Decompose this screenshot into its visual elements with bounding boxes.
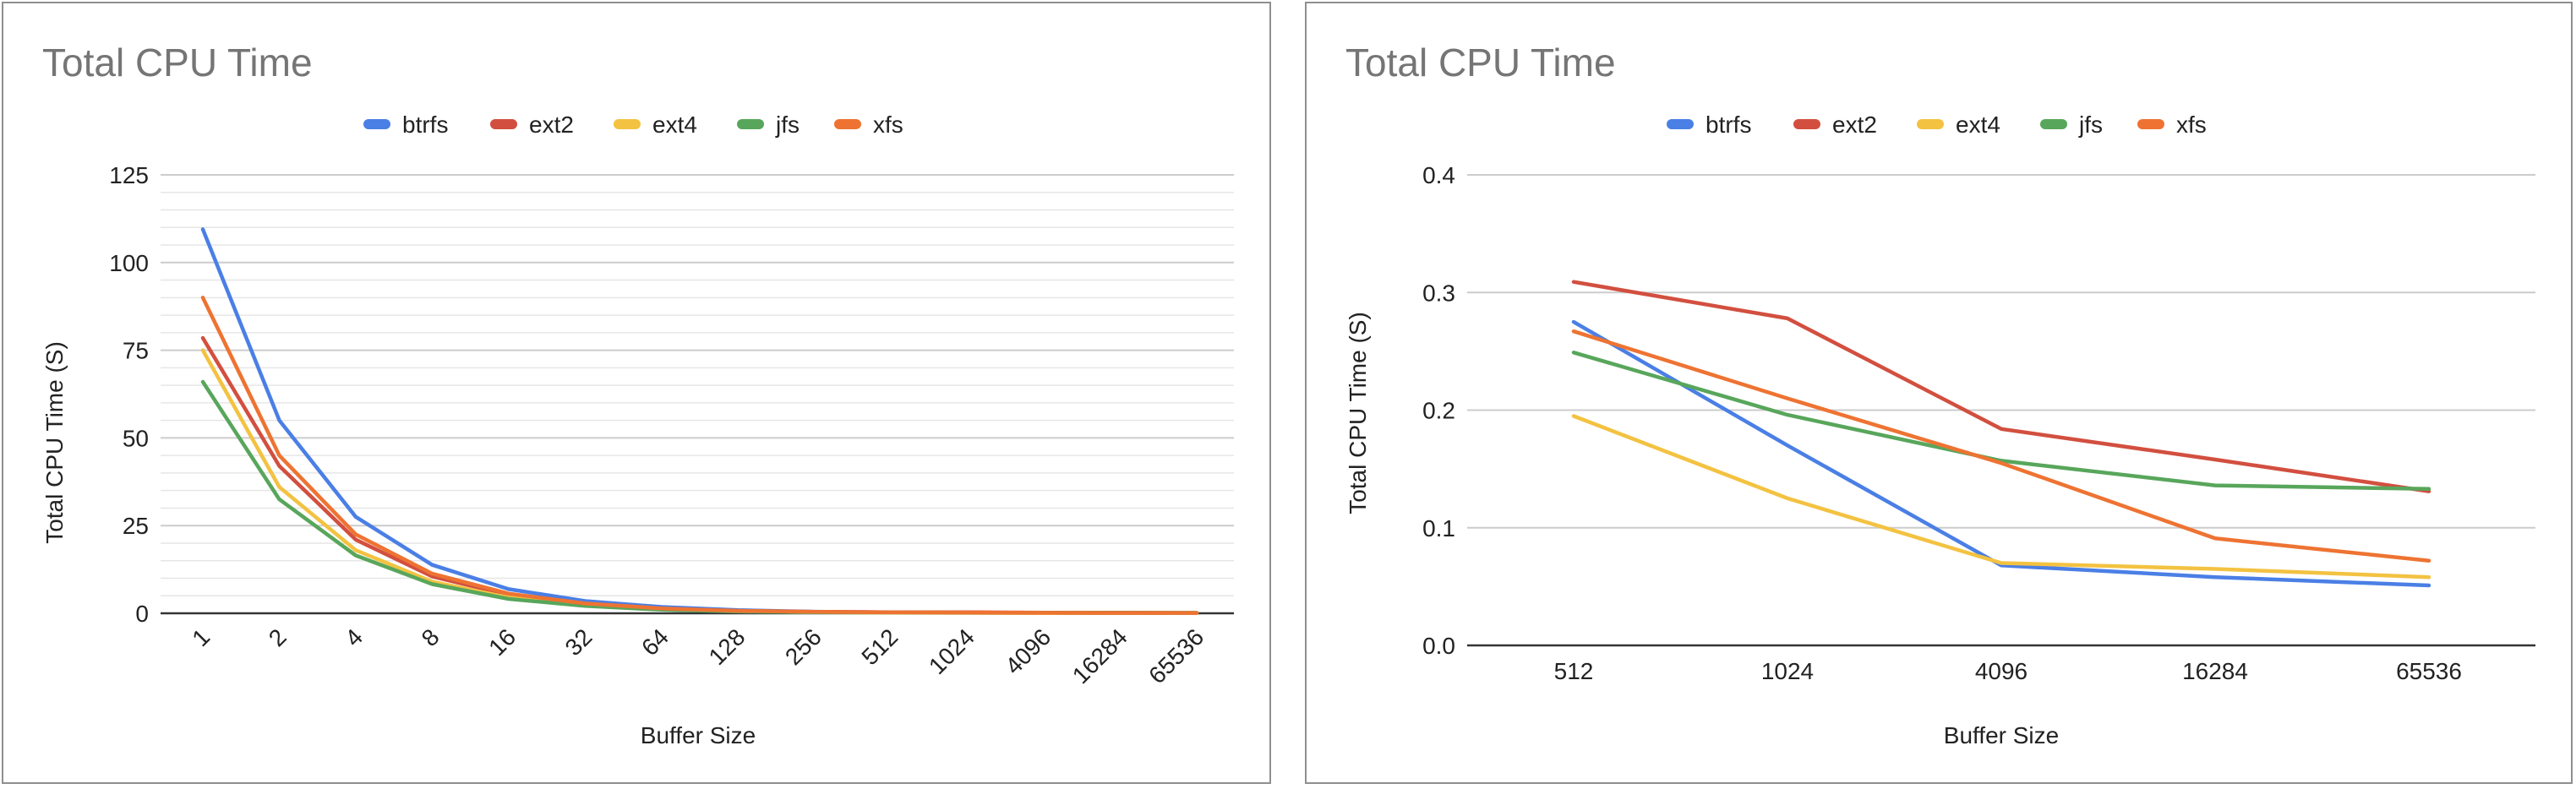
y-tick-label: 125	[109, 162, 149, 188]
legend-label-xfs: xfs	[873, 112, 903, 138]
legend-label-ext2: ext2	[529, 112, 574, 138]
legend-label-btrfs: btrfs	[402, 112, 448, 138]
y-tick-label: 0.0	[1422, 633, 1455, 659]
legend-item-xfs[interactable]: xfs	[834, 112, 903, 138]
legend-label-ext2: ext2	[1832, 112, 1877, 138]
series-line-btrfs[interactable]	[1571, 319, 2431, 588]
x-tick-label: 512	[856, 623, 903, 670]
x-tick-label: 65536	[1143, 623, 1209, 688]
chart-panel-right: Total CPU Time btrfs ext2 ext4	[1305, 2, 2573, 784]
legend-label-btrfs: btrfs	[1706, 112, 1751, 138]
y-tick-label: 0	[135, 601, 149, 627]
legend-item-xfs[interactable]: xfs	[2137, 112, 2207, 138]
y-tick-label: 100	[109, 250, 149, 276]
y-tick-label: 0.3	[1422, 280, 1455, 306]
legend-swatch-ext4-body	[1922, 119, 1939, 129]
legend-swatch-btrfs-body	[1672, 119, 1689, 129]
x-tick-label: 16	[483, 623, 521, 661]
legend-item-ext2[interactable]: ext2	[1793, 112, 1877, 138]
x-tick-label: 512	[1554, 658, 1594, 684]
x-tick-label: 4	[340, 623, 368, 651]
legend-item-jfs[interactable]: jfs	[2040, 112, 2103, 138]
x-tick-label: 256	[780, 623, 827, 670]
series-line-ext4[interactable]	[1571, 414, 2431, 580]
y-axis-label: Total CPU Time (S)	[1345, 312, 1371, 514]
series-line-jfs[interactable]	[1571, 351, 2431, 492]
x-tick-label: 1024	[1761, 658, 1814, 684]
series-line-ext4[interactable]	[200, 348, 1199, 616]
legend-label-ext4: ext4	[652, 112, 697, 138]
x-tick-label: 1	[187, 623, 215, 651]
legend-swatch-ext2-body	[495, 119, 512, 129]
series-line-xfs[interactable]	[200, 296, 1199, 615]
legend-item-ext4[interactable]: ext4	[614, 112, 697, 138]
legend-swatch-xfs-body	[839, 119, 856, 129]
y-tick-label: 0.4	[1422, 162, 1455, 188]
y-axis-label: Total CPU Time (S)	[41, 341, 68, 544]
legend-label-jfs: jfs	[2078, 112, 2103, 138]
plot-area: 0.0 0.1 0.2 0.3 0.4 512 1024 4096 16284 65536	[1422, 162, 2535, 684]
y-tick-label: 25	[123, 513, 149, 539]
x-tick-label: 16284	[1067, 623, 1132, 688]
legend: btrfs ext2 ext4 jfs	[1667, 112, 2207, 138]
legend-swatch-xfs-body	[2142, 119, 2159, 129]
x-tick-label: 4096	[1975, 658, 2028, 684]
legend-swatch-jfs-body	[2045, 119, 2062, 129]
x-tick-label: 128	[704, 623, 750, 670]
legend-label-xfs: xfs	[2176, 112, 2207, 138]
series-line-xfs[interactable]	[1571, 329, 2431, 563]
chart-title: Total CPU Time	[42, 41, 313, 84]
y-tick-label: 50	[123, 425, 149, 451]
chart-title: Total CPU Time	[1345, 41, 1616, 84]
legend-swatch-ext2-body	[1798, 119, 1815, 129]
legend-swatch-jfs-body	[742, 119, 759, 129]
y-tick-label: 0.1	[1422, 515, 1455, 541]
series-line-ext2[interactable]	[200, 335, 1199, 615]
legend-item-btrfs[interactable]: btrfs	[1667, 112, 1751, 138]
x-tick-label: 1024	[924, 623, 980, 679]
x-axis-label: Buffer Size	[641, 722, 756, 748]
x-tick-label: 2	[264, 623, 292, 651]
series-line-ext2[interactable]	[1571, 280, 2431, 493]
y-tick-label: 75	[123, 338, 149, 364]
legend-item-ext4[interactable]: ext4	[1917, 112, 2000, 138]
chart-right-svg: Total CPU Time btrfs ext2 ext4	[1345, 41, 2535, 748]
legend-label-ext4: ext4	[1956, 112, 2000, 138]
legend: btrfs ext2 ext4 jfs	[363, 112, 903, 138]
chart-panel-left: Total CPU Time btrfs ext2 ext4	[2, 2, 1271, 784]
y-tick-label: 0.2	[1422, 398, 1455, 424]
legend-swatch-ext4-body	[619, 119, 636, 129]
x-tick-label: 32	[560, 623, 598, 661]
x-tick-label: 16284	[2182, 658, 2248, 684]
x-tick-label: 8	[417, 623, 445, 651]
legend-item-btrfs[interactable]: btrfs	[363, 112, 448, 138]
legend-item-ext2[interactable]: ext2	[490, 112, 574, 138]
x-tick-label: 4096	[1000, 623, 1056, 679]
legend-swatch-btrfs-body	[368, 119, 385, 129]
chart-left-svg: Total CPU Time btrfs ext2 ext4	[41, 41, 1234, 748]
x-tick-label: 64	[636, 623, 674, 661]
legend-label-jfs: jfs	[775, 112, 800, 138]
series-line-btrfs[interactable]	[200, 227, 1199, 616]
plot-area: 0 25 50 75 100 125 1 2 4 8 16 32 64 128 256 512 1024 4096…	[109, 162, 1234, 688]
x-axis-label: Buffer Size	[1944, 722, 2059, 748]
x-tick-label: 65536	[2396, 658, 2462, 684]
legend-item-jfs[interactable]: jfs	[737, 112, 800, 138]
